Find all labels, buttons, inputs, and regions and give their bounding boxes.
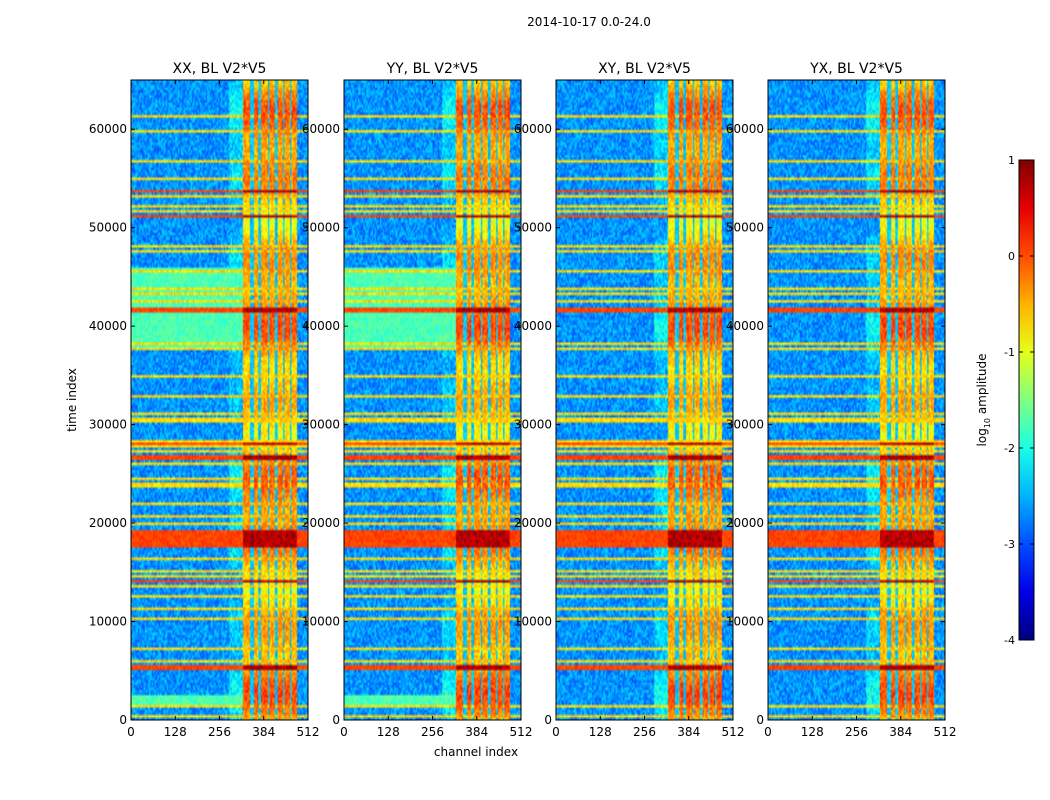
y-tick-label: 30000 — [514, 418, 552, 432]
x-tick-label: 0 — [764, 725, 772, 739]
x-tick-label: 256 — [845, 725, 868, 739]
y-tick-label: 40000 — [302, 319, 340, 333]
colorbar-tick-label: 1 — [1008, 154, 1015, 167]
y-tick-label: 50000 — [514, 221, 552, 235]
y-tick-label: 10000 — [89, 615, 127, 629]
panel-title: XX, BL V2*V5 — [173, 61, 267, 77]
y-tick-label: 0 — [332, 713, 340, 727]
colorbar-label: log10 amplitude — [975, 354, 992, 447]
y-tick-label: 10000 — [302, 615, 340, 629]
y-tick-label: 10000 — [514, 615, 552, 629]
y-tick-label: 60000 — [89, 122, 127, 136]
x-tick-label: 256 — [421, 725, 444, 739]
x-axis-label: channel index — [434, 745, 518, 759]
x-tick-label: 128 — [164, 725, 187, 739]
panel-title: YY, BL V2*V5 — [386, 61, 479, 77]
x-tick-label: 384 — [252, 725, 275, 739]
panel-title: YX, BL V2*V5 — [809, 61, 903, 77]
x-tick-label: 0 — [552, 725, 560, 739]
y-tick-label: 50000 — [302, 221, 340, 235]
heatmap-panel-yx: YX, BL V2*V5 0 128 256 384 512 0 10000 20000 3000… — [726, 61, 957, 739]
heatmap-image — [768, 80, 945, 720]
y-tick-label: 40000 — [514, 319, 552, 333]
panel-title: XY, BL V2*V5 — [598, 61, 691, 77]
heatmap-image — [131, 80, 308, 720]
y-tick-label: 20000 — [89, 516, 127, 530]
y-tick-label: 30000 — [726, 418, 764, 432]
y-tick-label: 0 — [119, 713, 127, 727]
x-tick-label: 128 — [801, 725, 824, 739]
y-tick-label: 20000 — [514, 516, 552, 530]
y-tick-label: 10000 — [726, 615, 764, 629]
y-tick-label: 0 — [756, 713, 764, 727]
heatmap-image — [344, 80, 521, 720]
heatmap-panel-xx: XX, BL V2*V5 0 128 256 384 512 0 10000 20000 3000… — [89, 61, 320, 739]
x-tick-label: 256 — [208, 725, 231, 739]
x-tick-label: 128 — [589, 725, 612, 739]
heatmap-image — [556, 80, 733, 720]
colorbar-tick-label: -2 — [1004, 442, 1015, 455]
x-tick-label: 512 — [722, 725, 745, 739]
x-tick-label: 128 — [377, 725, 400, 739]
x-tick-label: 384 — [465, 725, 488, 739]
colorbar-tick-label: -1 — [1004, 346, 1015, 359]
y-tick-label: 20000 — [302, 516, 340, 530]
y-tick-label: 50000 — [726, 221, 764, 235]
x-tick-label: 384 — [677, 725, 700, 739]
x-tick-label: 512 — [297, 725, 320, 739]
heatmap-panel-yy: YY, BL V2*V5 0 128 256 384 512 0 10000 20000 3000… — [302, 61, 533, 739]
x-tick-label: 384 — [889, 725, 912, 739]
colorbar-tick-label: -3 — [1004, 538, 1015, 551]
x-tick-label: 0 — [340, 725, 348, 739]
chart-suptitle: 2014-10-17 0.0-24.0 — [527, 15, 651, 29]
x-tick-label: 256 — [633, 725, 656, 739]
heatmap-panels: XX, BL V2*V5 0 128 256 384 512 0 10000 20000 3000… — [89, 61, 957, 739]
x-tick-label: 512 — [934, 725, 957, 739]
colorbar-tick-label: -4 — [1004, 634, 1015, 647]
heatmap-panel-xy: XY, BL V2*V5 0 128 256 384 512 0 10000 20000 3000… — [514, 61, 745, 739]
y-tick-label: 40000 — [726, 319, 764, 333]
colorbar-scale — [1018, 159, 1035, 641]
y-tick-label: 0 — [544, 713, 552, 727]
colorbar-tick-label: 0 — [1008, 250, 1015, 263]
y-tick-label: 40000 — [89, 319, 127, 333]
colorbar: 1 0 -1 -2 -3 -4 log10 amplitude — [975, 154, 1035, 647]
y-tick-label: 30000 — [302, 418, 340, 432]
y-tick-label: 30000 — [89, 418, 127, 432]
y-tick-label: 60000 — [514, 122, 552, 136]
y-tick-label: 60000 — [302, 122, 340, 136]
y-tick-label: 60000 — [726, 122, 764, 136]
x-tick-label: 512 — [510, 725, 533, 739]
y-axis-label: time index — [65, 368, 79, 432]
y-tick-label: 20000 — [726, 516, 764, 530]
x-tick-label: 0 — [127, 725, 135, 739]
y-tick-label: 50000 — [89, 221, 127, 235]
